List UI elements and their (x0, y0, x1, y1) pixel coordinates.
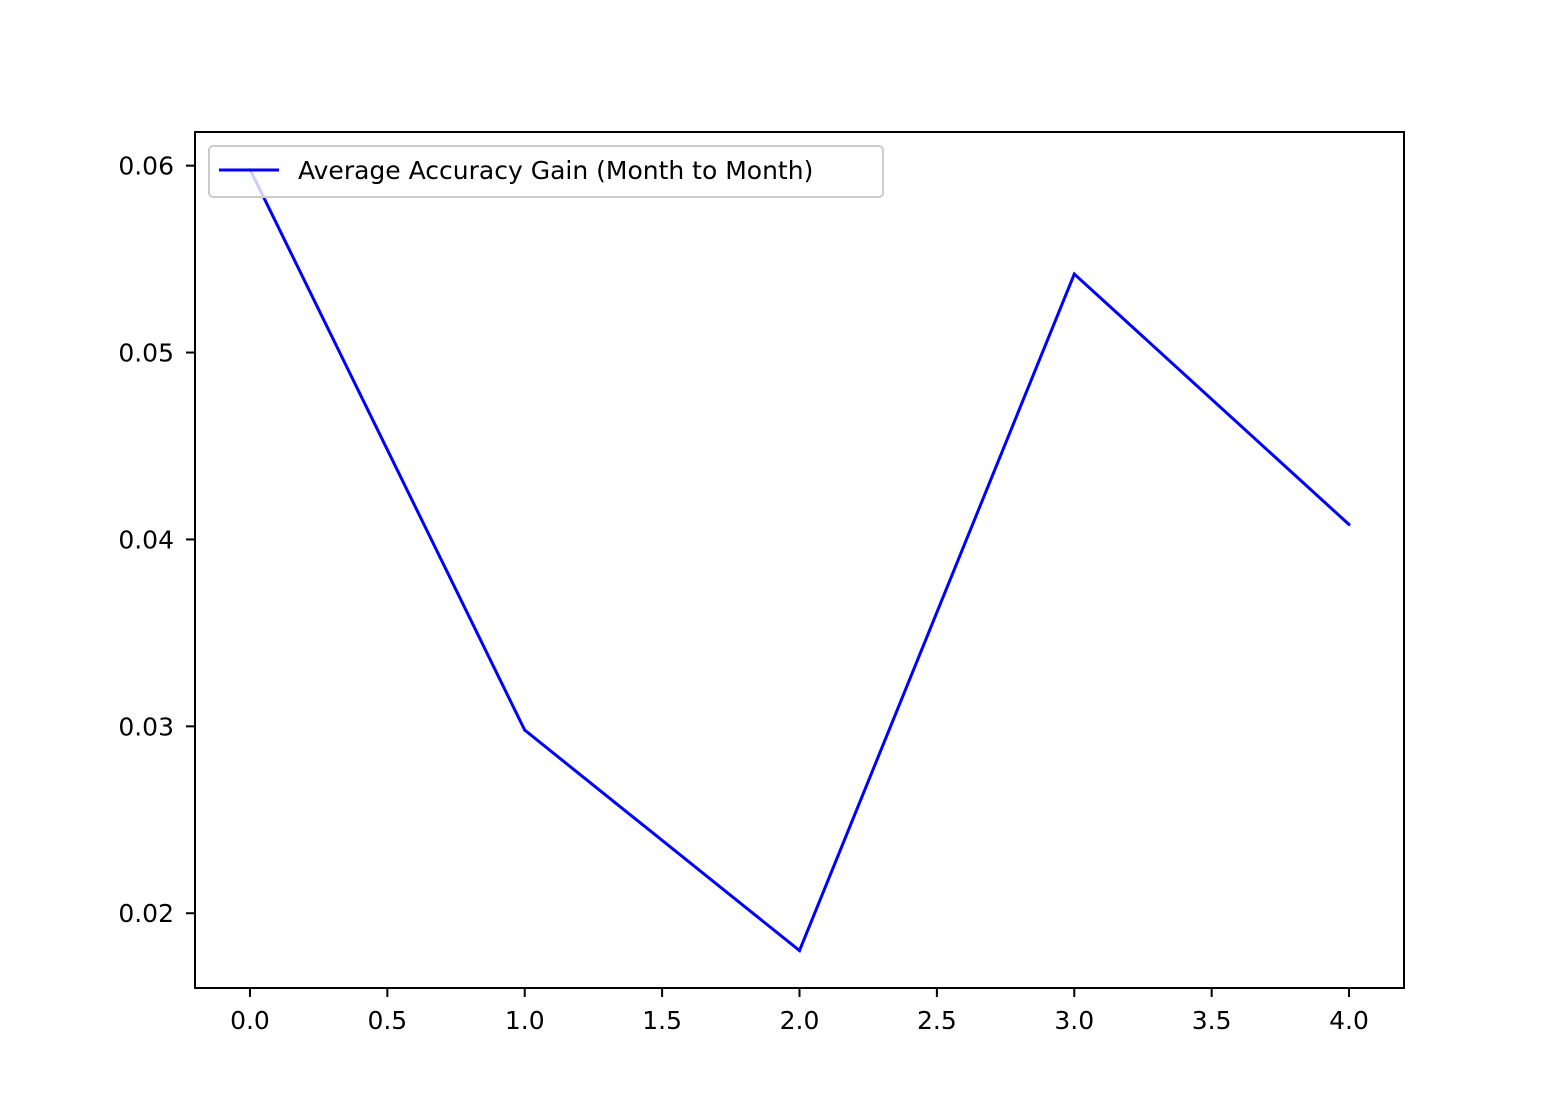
y-axis-ticks: 0.02 0.03 0.04 0.05 0.06 (118, 152, 195, 928)
data-point (523, 728, 527, 732)
y-tick-label: 0.02 (118, 899, 174, 928)
x-axis-ticks: 0.0 0.5 1.0 1.5 2.0 2.5 3.0 3.5 4.0 (230, 988, 1369, 1035)
plot-area-frame (194, 131, 1405, 989)
y-tick-label: 0.03 (118, 712, 174, 741)
x-tick-label: 0.0 (230, 1006, 270, 1035)
legend-label: Average Accuracy Gain (Month to Month) (298, 156, 813, 185)
y-tick-label: 0.06 (118, 152, 174, 181)
x-tick-label: 3.0 (1054, 1006, 1094, 1035)
x-tick-label: 1.0 (505, 1006, 545, 1035)
x-tick-label: 4.0 (1329, 1006, 1369, 1035)
x-tick-label: 2.0 (780, 1006, 820, 1035)
x-tick-label: 2.5 (917, 1006, 957, 1035)
data-point (1347, 522, 1351, 526)
data-point (1072, 272, 1076, 276)
y-tick-label: 0.05 (118, 339, 174, 368)
legend-box (208, 145, 884, 198)
x-tick-label: 0.5 (367, 1006, 407, 1035)
x-tick-label: 1.5 (642, 1006, 682, 1035)
legend: Average Accuracy Gain (Month to Month) (208, 145, 884, 198)
x-tick-label: 3.5 (1192, 1006, 1232, 1035)
y-tick-label: 0.04 (118, 525, 174, 554)
data-point (798, 949, 801, 953)
